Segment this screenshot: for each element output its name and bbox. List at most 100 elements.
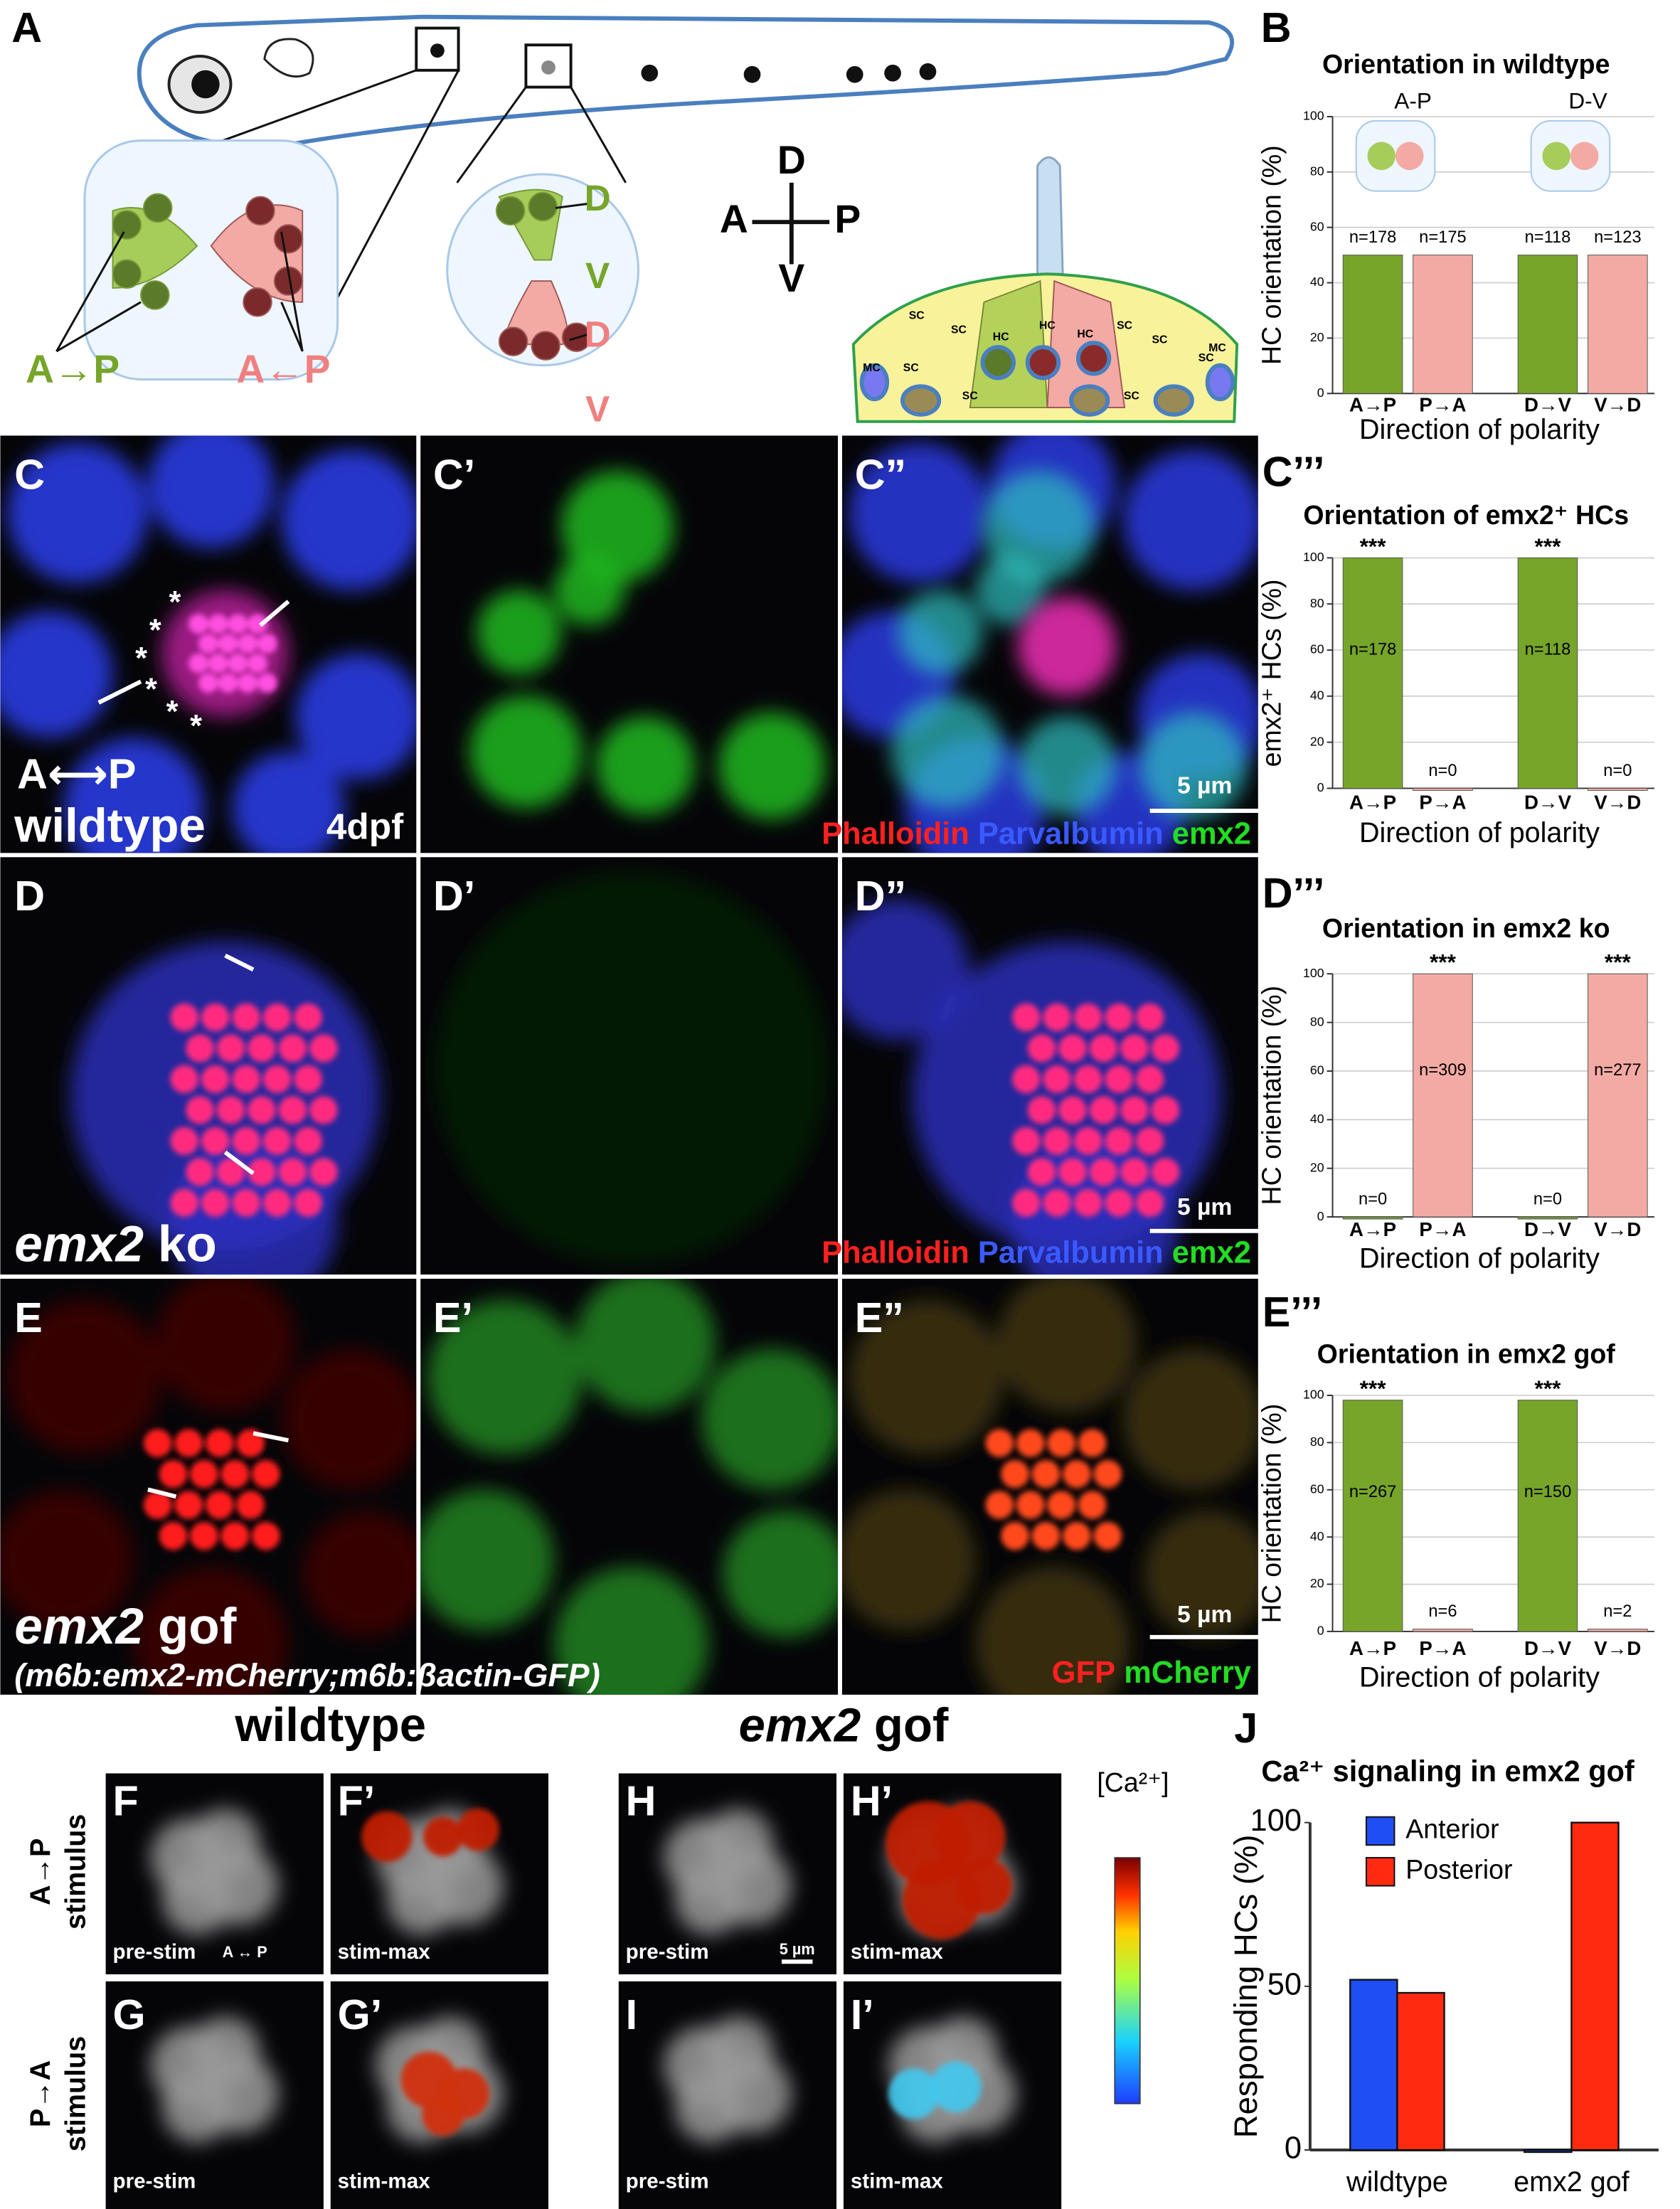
signal (888, 2061, 982, 2119)
cell (1135, 1065, 1164, 1094)
arrow (147, 1487, 177, 1499)
group-label: A-P (1394, 88, 1432, 114)
cell (434, 871, 829, 1265)
bar (1588, 1629, 1648, 1632)
cell (1043, 1003, 1072, 1032)
cell (1089, 1034, 1118, 1063)
cell-label: HC (1077, 328, 1093, 340)
signal (469, 470, 826, 819)
zoom-box (415, 26, 460, 72)
cell (0, 611, 113, 738)
frame-label: pre-stim (113, 1940, 196, 1964)
cell (1058, 1034, 1087, 1063)
significance: *** (1430, 949, 1457, 975)
genotype-label: emx2 gof (14, 1599, 237, 1655)
cell (190, 1459, 218, 1489)
fish-ear (263, 38, 314, 78)
x-axis-title: Direction of polarity (1359, 414, 1600, 445)
genotype-suffix: ko (144, 1216, 217, 1272)
y-tick-label: 60 (1310, 219, 1324, 233)
signal (886, 1801, 1013, 1939)
zoom-box (524, 43, 573, 89)
n-label: n=267 (1349, 1483, 1397, 1501)
cell-label: SC (1152, 334, 1168, 346)
cell (1016, 1491, 1045, 1519)
signal (0, 435, 417, 853)
x-tick-label: A→P (1349, 1218, 1396, 1240)
scale-bar-label: 5 µm (1177, 1602, 1232, 1628)
signal (420, 1279, 839, 1695)
bar (1413, 1629, 1473, 1632)
n-label: n=0 (1428, 762, 1457, 780)
x-axis-title: Direction of polarity (1359, 1243, 1600, 1274)
colorbar (1114, 1857, 1141, 2104)
group-label: D-V (1568, 88, 1607, 114)
diagram-labels: A→P A←P D V D V D A P V (26, 138, 861, 430)
genotype-label: emx2 ko (14, 1216, 217, 1272)
y-tick-label: 100 (1250, 1804, 1302, 1838)
cell (1047, 1491, 1075, 1519)
colorbar-label: [Ca²⁺] (1097, 1767, 1169, 1797)
cell (248, 653, 267, 674)
panel-label: E’ (433, 1294, 473, 1341)
cell-label: SC (962, 390, 978, 402)
y-tick-label: 100 (1303, 966, 1324, 980)
ap-label: A←P (236, 347, 330, 391)
y-tick-label: 20 (1310, 734, 1324, 748)
arrow (223, 1150, 255, 1176)
x-tick-label: A→P (1349, 791, 1396, 813)
y-tick-label: 40 (1310, 1112, 1324, 1126)
y-tick-label: 0 (1317, 385, 1324, 400)
bar (1349, 1979, 1398, 2151)
panel-label: H’ (851, 1777, 893, 1825)
x-tick-label: emx2 gof (1514, 2166, 1630, 2198)
asterisk: * (169, 585, 181, 619)
signal (1012, 1003, 1180, 1218)
cell (1093, 1459, 1122, 1489)
x-tick-label: A→P (1349, 393, 1396, 415)
asterisks: * * * * * * (135, 585, 202, 743)
signal (0, 1279, 417, 1695)
legend-swatch (1365, 1816, 1395, 1846)
significance: *** (1360, 1375, 1387, 1401)
age-label: 4dpf (326, 805, 404, 846)
cell (198, 634, 218, 654)
y-tick-label: 40 (1310, 1529, 1324, 1543)
y-tick-label: 40 (1310, 275, 1324, 289)
chart-title: Orientation in emx2 ko (1322, 913, 1610, 943)
x-tick-label: P→A (1419, 791, 1466, 813)
cell (1120, 1096, 1149, 1124)
cell (1093, 1521, 1122, 1550)
bar (1413, 973, 1473, 1218)
panel-label: E” (855, 1294, 904, 1341)
y-tick-label: 60 (1310, 1063, 1324, 1077)
cell (1151, 1158, 1180, 1186)
cell (159, 1459, 188, 1489)
x-tick-label: D→V (1524, 1218, 1572, 1240)
cell (232, 1003, 260, 1032)
frame-label: stim-max (851, 1940, 944, 1964)
stain-legend: Phalloidin Parvalbumin emx2 (822, 817, 1251, 851)
cell (205, 1429, 234, 1457)
cell (596, 716, 695, 815)
cell (1017, 597, 1117, 696)
cell (220, 1521, 250, 1550)
cell (1012, 1188, 1041, 1218)
cell (201, 1188, 230, 1218)
compass-label: A (720, 197, 748, 241)
cell (457, 1808, 499, 1851)
scale-bar-label: 5 µm (780, 1940, 815, 1958)
cell (1123, 1348, 1258, 1490)
cell (1089, 1158, 1118, 1186)
significance: *** (1360, 533, 1387, 559)
cell (216, 1034, 245, 1063)
x-tick-label: D→V (1524, 791, 1572, 813)
cell (252, 1521, 280, 1550)
cell (198, 673, 218, 693)
y-tick-label: 20 (1310, 330, 1324, 344)
cell (295, 653, 417, 780)
cell (309, 1034, 338, 1063)
cell (386, 1864, 457, 1935)
cell (159, 1521, 188, 1550)
cell (278, 1096, 307, 1124)
